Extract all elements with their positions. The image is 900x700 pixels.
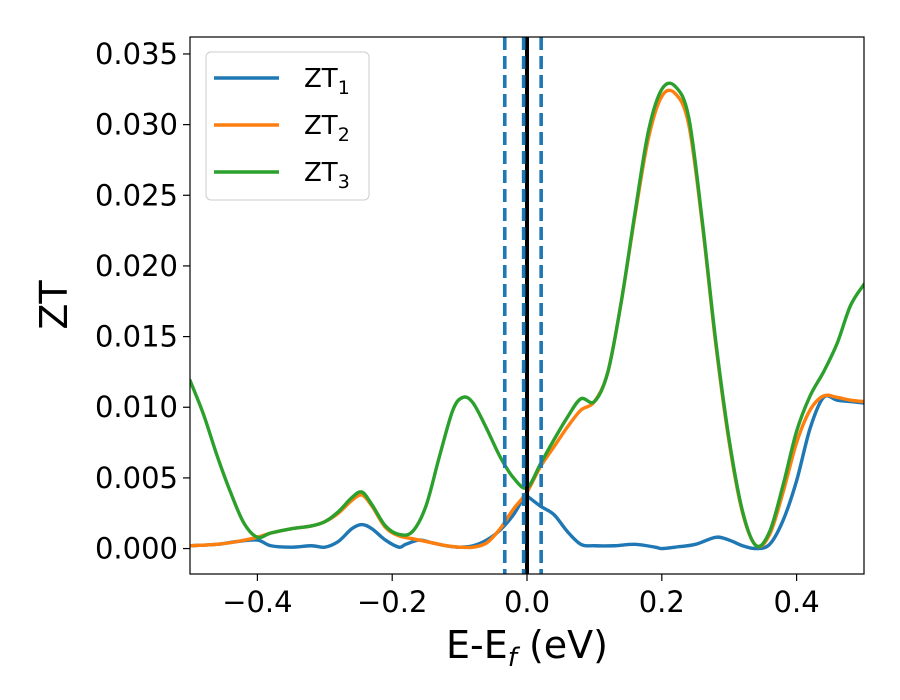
y-tick-label: 0.005 xyxy=(95,461,178,495)
plot-area xyxy=(190,37,864,574)
legend-label-zt3: ZT3 xyxy=(304,158,350,193)
x-tick-label: −0.4 xyxy=(222,585,292,619)
x-axis-ticks: −0.4 −0.2 0.0 0.2 0.4 xyxy=(222,574,820,619)
y-tick-label: 0.025 xyxy=(95,178,178,212)
x-tick-label: −0.2 xyxy=(357,585,427,619)
y-tick-label: 0.015 xyxy=(95,320,178,354)
y-axis-label: ZT xyxy=(32,280,76,330)
vertical-lines xyxy=(502,37,543,574)
series-line-zt3 xyxy=(190,81,864,549)
x-tick-label: 0.4 xyxy=(774,585,820,619)
y-tick-label: 0.020 xyxy=(95,249,178,283)
y-axis-ticks: 0.000 0.005 0.010 0.015 0.020 0.025 0.030 0.035 xyxy=(95,37,190,566)
legend-box xyxy=(205,51,370,201)
legend-label-zt2: ZT2 xyxy=(304,111,350,146)
y-tick-label: 0.010 xyxy=(95,390,178,424)
y-tick-label: 0.035 xyxy=(95,37,178,71)
x-tick-label: 0.2 xyxy=(639,585,685,619)
x-axis-label: E-Ef (eV) xyxy=(446,623,608,673)
y-tick-label: 0.030 xyxy=(95,108,178,142)
y-tick-label: 0.000 xyxy=(95,532,178,566)
legend: ZT1 ZT2 ZT3 xyxy=(205,51,370,201)
x-tick-label: 0.0 xyxy=(504,585,550,619)
legend-label-zt1: ZT1 xyxy=(304,64,350,99)
